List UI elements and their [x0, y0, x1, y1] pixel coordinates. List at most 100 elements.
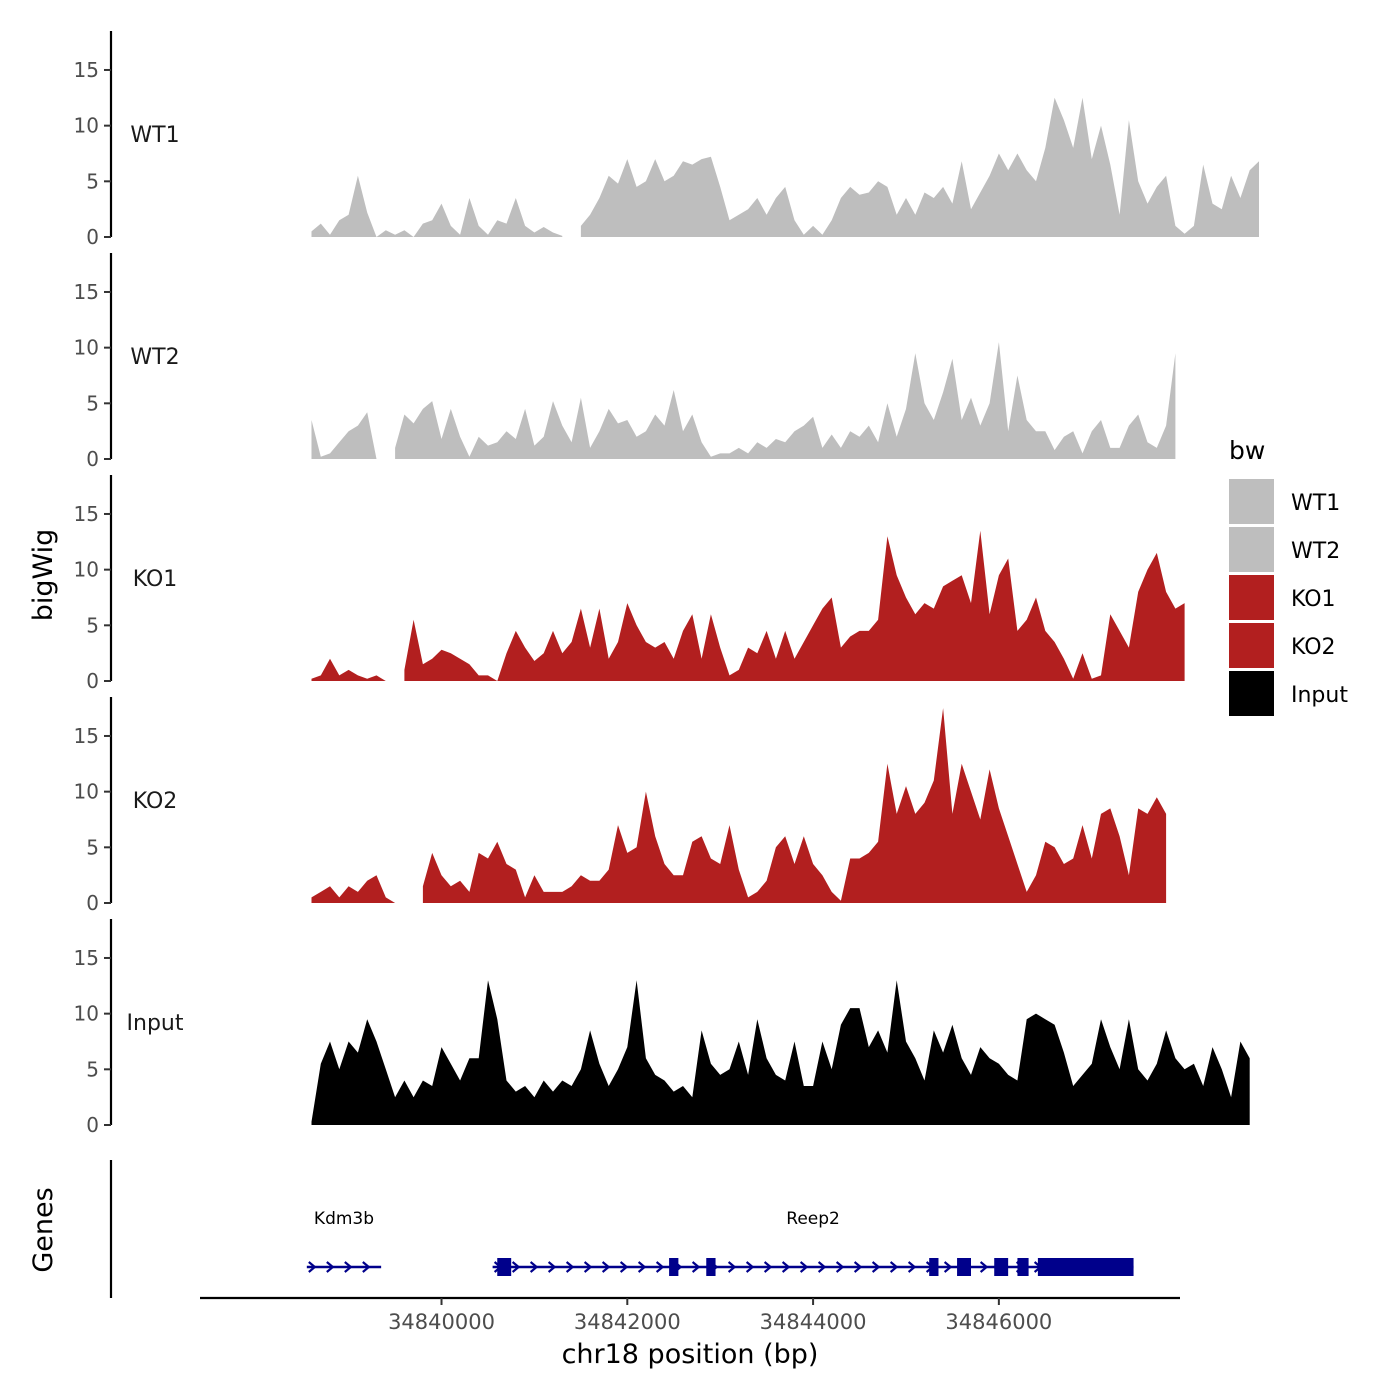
area-wt2 [395, 342, 1176, 459]
strand-arrow [745, 1261, 755, 1273]
area-input [311, 980, 1250, 1125]
strand-arrow [362, 1261, 371, 1273]
legend-title: bw [1229, 436, 1265, 465]
exon [929, 1258, 939, 1276]
track-ko2: 0 5 10 15 KO2 [74, 697, 1167, 915]
area-ko1 [311, 658, 386, 681]
track-label-ko1: KO1 [133, 567, 178, 592]
strand-arrow [817, 1261, 827, 1273]
area-ko2 [311, 875, 396, 903]
legend-key-ko2 [1229, 623, 1274, 668]
area-wt1 [580, 97, 1259, 237]
strand-arrow [529, 1261, 539, 1273]
y-tick-label: 5 [86, 391, 99, 415]
strand-arrow [511, 1261, 521, 1273]
x-tick-label: 34844000 [760, 1310, 867, 1334]
y-tick-label: 10 [74, 558, 99, 582]
genes-panel: Kdm3b Reep2 [109, 1160, 1134, 1298]
strand-arrow [691, 1261, 701, 1273]
strand-arrow [943, 1261, 953, 1273]
strand-arrow [565, 1261, 575, 1273]
gene-label: Kdm3b [314, 1209, 374, 1229]
area-ko2 [422, 708, 1167, 903]
y-tick-label: 10 [74, 1002, 99, 1026]
gene-kdm3b: Kdm3b [306, 1209, 382, 1273]
x-tick-label: 34846000 [945, 1310, 1052, 1334]
y-tick-label: 5 [86, 835, 99, 859]
y-tick-label: 0 [86, 447, 99, 471]
strand-arrow [835, 1261, 845, 1273]
gene-reep2: Reep2 [492, 1209, 1134, 1276]
y-tick-label: 15 [74, 58, 99, 82]
strand-arrow [655, 1261, 665, 1273]
legend-key-wt2 [1229, 527, 1274, 572]
strand-arrow [853, 1261, 863, 1273]
strand-arrow [781, 1261, 791, 1273]
exon [957, 1258, 971, 1276]
y-tick-label: 0 [86, 891, 99, 915]
strand-arrow [601, 1261, 611, 1273]
strand-arrow [326, 1261, 335, 1273]
exon [994, 1258, 1009, 1276]
exon [706, 1258, 716, 1276]
legend-label-input: Input [1291, 683, 1348, 708]
legend-label-ko2: KO2 [1291, 635, 1336, 660]
strand-arrow [979, 1261, 989, 1273]
y-axis-label-genes: Genes [28, 1187, 59, 1272]
track-label-wt2: WT2 [130, 345, 179, 370]
gene-label: Reep2 [786, 1209, 840, 1229]
track-label-ko2: KO2 [133, 789, 178, 814]
y-tick-label: 0 [86, 1113, 99, 1137]
x-axis-label: chr18 position (bp) [562, 1339, 819, 1370]
y-tick-label: 10 [74, 114, 99, 138]
y-tick-label: 0 [86, 225, 99, 249]
strand-arrow [871, 1261, 881, 1273]
strand-arrow [799, 1261, 809, 1273]
y-tick-label: 5 [86, 169, 99, 193]
strand-arrow [637, 1261, 647, 1273]
track-input: 0 5 10 15 Input [74, 919, 1250, 1137]
coverage-tracks: 0 5 10 15 WT1 0 5 10 15 WT2 0 5 10 15 KO1 0 5 10 15 KO2 0 5 10… [74, 31, 1259, 1137]
track-label-input: Input [127, 1011, 184, 1036]
strand-arrow [308, 1261, 317, 1273]
x-tick-label: 34840000 [388, 1310, 495, 1334]
y-axis-label-bigwig: bigWig [28, 529, 59, 622]
exon [1017, 1258, 1029, 1276]
exon [669, 1258, 679, 1276]
x-axis: 34840000 34842000 34844000 34846000 [200, 1296, 1180, 1334]
x-tick-label: 34842000 [574, 1310, 681, 1334]
legend-label-wt2: WT2 [1291, 539, 1340, 564]
exon [1037, 1258, 1134, 1276]
track-wt1: 0 5 10 15 WT1 [74, 31, 1259, 249]
exon [497, 1258, 512, 1276]
legend-label-ko1: KO1 [1291, 587, 1336, 612]
area-wt2 [311, 412, 377, 459]
strand-arrow [727, 1261, 737, 1273]
strand-arrow [344, 1261, 353, 1273]
legend: bw WT1 WT2 KO1 KO2 Input [1229, 436, 1348, 716]
y-tick-label: 10 [74, 336, 99, 360]
y-tick-label: 15 [74, 724, 99, 748]
legend-key-wt1 [1229, 479, 1274, 524]
y-tick-label: 10 [74, 780, 99, 804]
strand-arrow [907, 1261, 917, 1273]
strand-arrow [763, 1261, 773, 1273]
track-wt2: 0 5 10 15 WT2 [74, 253, 1176, 471]
y-tick-label: 5 [86, 613, 99, 637]
legend-key-input [1229, 671, 1274, 716]
track-label-wt1: WT1 [130, 123, 179, 148]
y-tick-label: 15 [74, 502, 99, 526]
strand-arrow [547, 1261, 557, 1273]
y-tick-label: 15 [74, 280, 99, 304]
legend-key-ko1 [1229, 575, 1274, 620]
track-ko1: 0 5 10 15 KO1 [74, 475, 1185, 693]
y-tick-label: 15 [74, 946, 99, 970]
strand-arrow [619, 1261, 629, 1273]
y-tick-label: 0 [86, 669, 99, 693]
area-ko1 [404, 530, 1185, 681]
strand-arrow [583, 1261, 593, 1273]
legend-label-wt1: WT1 [1291, 491, 1340, 516]
area-wt1 [311, 175, 563, 237]
y-tick-label: 5 [86, 1057, 99, 1081]
